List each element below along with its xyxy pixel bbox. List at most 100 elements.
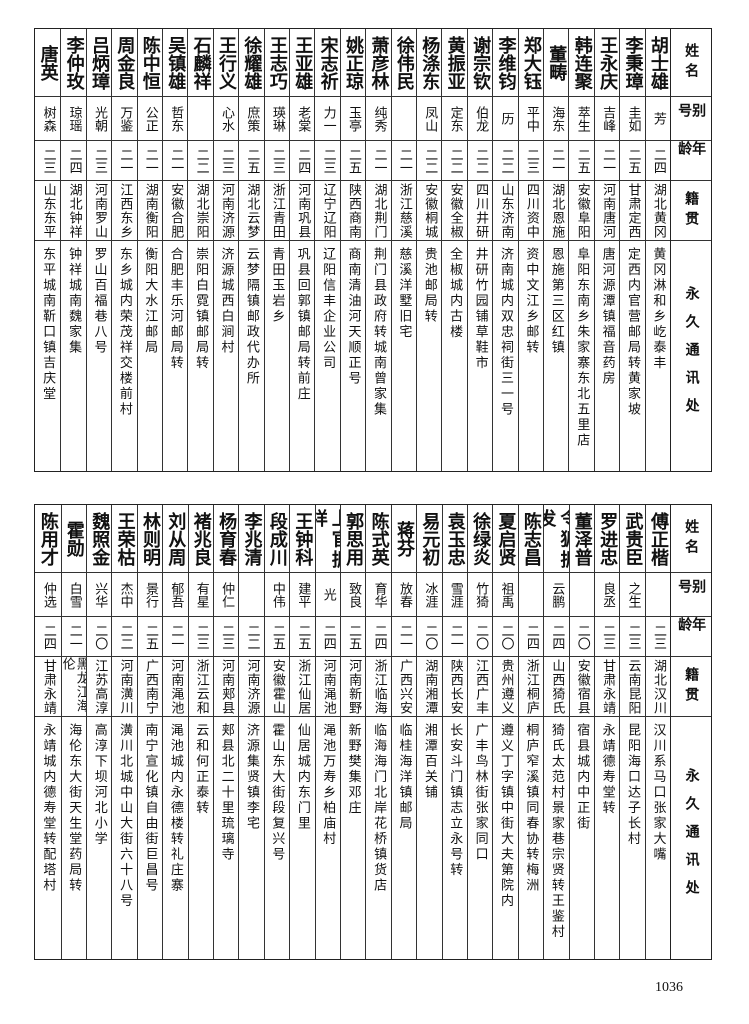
person-column: 杨育春 仲仁 二三 河南郏县 郏县北二十里琉璃寺: [212, 505, 239, 959]
person-address: 长安斗门镇志立永号转: [447, 723, 463, 878]
person-address: 永靖城内德寿堂转配塔村: [40, 723, 56, 894]
person-origin: 湖北汉川: [645, 657, 671, 717]
header-name: 姓名: [671, 29, 711, 97]
person-column: 霍勋 白雪 二一 黑龙江海伦 海伦东大街天生堂药局转: [60, 505, 86, 959]
person-name: 陈用才: [35, 505, 61, 573]
person-age: 二四: [35, 617, 61, 657]
person-column: 褚兆良 有星 二三 浙江云和 云和何正泰转: [187, 505, 213, 959]
person-origin: 湖北荆门: [366, 181, 391, 241]
person-address: 湘潭百关铺: [421, 723, 437, 801]
person-alias: 力一: [315, 97, 340, 141]
person-address: 青田玉岩乡: [269, 247, 285, 325]
person-origin: 贵州遵义: [493, 657, 518, 717]
person-age: 二三: [213, 617, 239, 657]
person-address: 永靖德寿堂转: [599, 723, 615, 816]
person-origin: 山西猗氏: [544, 657, 569, 717]
person-alias: 吉峰: [594, 97, 620, 141]
person-age: 二三: [620, 617, 645, 657]
person-origin: 江西东乡: [112, 181, 137, 241]
person-column: 王亚雄 老棠 二四 河南巩县 巩县回郭镇邮局转前庄: [289, 29, 315, 471]
person-alias: 有星: [188, 573, 213, 617]
person-column: 董泽普 二〇 安徽宿县 宿县城内中正街: [568, 505, 594, 959]
person-age: 二一: [391, 141, 417, 181]
person-address: 潢川北城中山大街六十八号: [117, 723, 133, 909]
person-name: 吕炳璋: [86, 29, 112, 97]
person-age: 二二: [442, 141, 467, 181]
person-age: 二二: [467, 141, 493, 181]
person-name: 李维钧: [493, 29, 518, 97]
person-alias: 心水: [213, 97, 239, 141]
person-name: 徐伟民: [391, 29, 417, 97]
person-alias: 老棠: [290, 97, 315, 141]
person-name: 陈式英: [366, 505, 391, 573]
person-address: 贵池邮局转: [421, 247, 437, 325]
person-name: 杨涤东: [417, 29, 442, 97]
person-origin: 广西兴安: [391, 657, 417, 717]
person-age: 二三: [315, 141, 340, 181]
person-name: 袁玉忠: [442, 505, 467, 573]
person-origin: 广西南宁: [137, 657, 163, 717]
person-address: 东平城南靳口镇吉庆堂: [40, 247, 56, 402]
person-origin: 云南昆阳: [620, 657, 645, 717]
person-alias: [188, 97, 213, 141]
person-origin: 河南济源: [239, 657, 264, 717]
person-address: 仙居城内东门里: [294, 723, 310, 832]
person-age: 二四: [518, 617, 544, 657]
person-name: 王永庆: [594, 29, 620, 97]
person-origin: 河南唐河: [594, 181, 620, 241]
person-origin: 辽宁辽阳: [315, 181, 340, 241]
person-origin: 山东东平: [34, 181, 61, 241]
person-age: 二四: [366, 617, 391, 657]
person-column: 周金良 万鉴 二一 江西东乡 东乡城内荣茂祥交楼前村: [111, 29, 137, 471]
person-age: 二三: [86, 141, 112, 181]
header-age: 年龄: [671, 617, 711, 657]
person-alias: 海东: [544, 97, 569, 141]
header-column: 姓名 别号 年龄 籍贯 永久通讯处: [670, 29, 711, 471]
person-alias: 公正: [137, 97, 162, 141]
person-name: 上官振祥: [315, 505, 340, 573]
person-age: 二五: [340, 141, 366, 181]
person-alias: 景行: [137, 573, 163, 617]
person-origin: 浙江青田: [264, 181, 290, 241]
person-name: 董畴: [544, 29, 569, 97]
person-alias: 琼瑶: [61, 97, 86, 141]
person-origin: 安徽桐城: [417, 181, 442, 241]
person-origin: 安徽全椒: [442, 181, 467, 241]
person-alias: 圭如: [620, 97, 645, 141]
person-alias: 之生: [620, 573, 645, 617]
person-age: 二五: [620, 141, 645, 181]
person-name: 林则明: [137, 505, 163, 573]
person-address: 商南清油河天顺正号: [345, 247, 361, 387]
person-age: 二二: [239, 617, 264, 657]
person-address: 高淳下坝河北小学: [91, 723, 107, 847]
person-age: 二三: [645, 617, 671, 657]
person-age: 二〇: [417, 617, 442, 657]
person-address: 黄冈淋和乡屹泰丰: [650, 247, 666, 371]
person-alias: [569, 573, 594, 617]
person-alias: 凤山: [417, 97, 442, 141]
person-name: 姚正琼: [340, 29, 366, 97]
person-column: 徐耀雄 庶策 二五 湖北云梦 云梦隔镇邮政代办所: [238, 29, 264, 471]
person-address: 郏县北二十里琉璃寺: [218, 723, 234, 863]
person-alias: 建平: [290, 573, 315, 617]
person-origin: 河南渑池: [163, 657, 188, 717]
header-column: 姓名 别号 年龄 籍贯 永久通讯处: [670, 505, 711, 959]
person-column: 石麟祥 二二 湖北崇阳 崇阳白霓镇邮局转: [187, 29, 213, 471]
person-age: 二一: [544, 141, 569, 181]
person-name: 陈志昌: [518, 505, 544, 573]
person-alias: 放春: [391, 573, 417, 617]
person-name: 韩连聚: [569, 29, 594, 97]
person-age: 二二: [493, 141, 518, 181]
person-column: 陈用才 仲选 二四 甘肃永靖 永靖城内德寿堂转配塔村: [35, 505, 61, 959]
person-age: 二一: [442, 617, 467, 657]
person-origin: 甘肃永靖: [35, 657, 61, 717]
person-alias: 平中: [518, 97, 544, 141]
person-address: 济南城内双忠祠街三一号: [497, 247, 513, 418]
person-address: 全椒城内古楼: [447, 247, 463, 340]
person-name: 魏照金: [86, 505, 112, 573]
person-age: 二二: [112, 617, 137, 657]
person-column: 傅正楷 二三 湖北汉川 汉川系马口张家大嘴: [644, 505, 671, 959]
person-column: 段成川 中伟 二五 安徽霍山 霍山东大街段复兴号: [263, 505, 290, 959]
person-age: 二五: [239, 141, 264, 181]
header-age: 年龄: [671, 141, 711, 181]
